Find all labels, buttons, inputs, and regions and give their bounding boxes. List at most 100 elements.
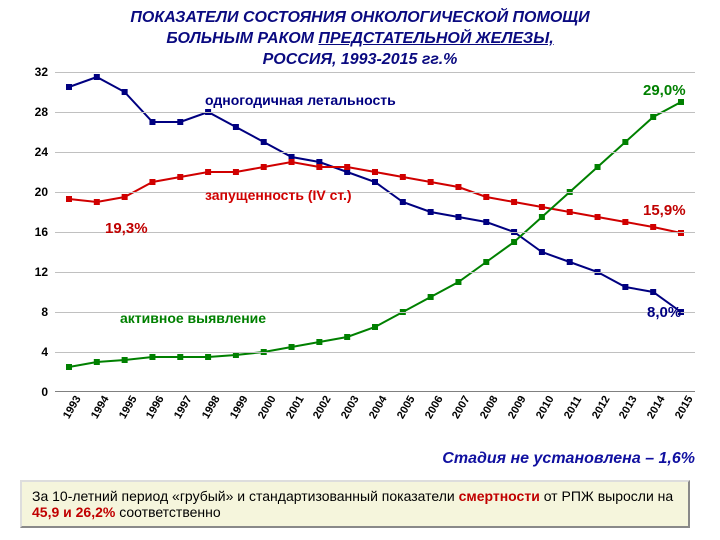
series-marker <box>66 196 72 202</box>
series-marker <box>678 230 684 236</box>
grid-line <box>55 112 695 113</box>
title-line3: РОССИЯ, 1993-2015 гг.% <box>263 51 458 68</box>
series-marker <box>233 124 239 130</box>
title-line2a: БОЛЬНЫМ РАКОМ <box>166 30 318 47</box>
y-tick-label: 12 <box>35 265 48 279</box>
y-tick-label: 24 <box>35 145 48 159</box>
footer-text-b: от РПЖ выросли на <box>540 488 673 504</box>
title-line1: ПОКАЗАТЕЛИ СОСТОЯНИЯ ОНКОЛОГИЧЕСКОЙ ПОМО… <box>130 9 589 26</box>
y-tick-label: 28 <box>35 105 48 119</box>
legend-mortality_1yr: одногодичная летальность <box>205 92 396 108</box>
series-marker <box>400 199 406 205</box>
y-tick-label: 16 <box>35 225 48 239</box>
series-marker <box>261 139 267 145</box>
x-tick-label: 1998 <box>200 394 223 421</box>
grid-line <box>55 352 695 353</box>
series-marker <box>483 219 489 225</box>
series-marker <box>511 199 517 205</box>
x-tick-label: 2013 <box>617 394 640 421</box>
series-marker <box>400 174 406 180</box>
series-marker <box>511 239 517 245</box>
series-marker <box>261 164 267 170</box>
series-marker <box>177 174 183 180</box>
y-axis: 048121620242832 <box>20 72 50 392</box>
series-marker <box>678 99 684 105</box>
series-marker <box>455 214 461 220</box>
series-marker <box>622 284 628 290</box>
series-marker <box>66 84 72 90</box>
series-marker <box>289 344 295 350</box>
x-baseline <box>55 391 695 392</box>
x-tick-label: 1994 <box>89 394 112 421</box>
x-tick-label: 2001 <box>284 394 307 421</box>
series-marker <box>455 184 461 190</box>
series-marker <box>233 169 239 175</box>
series-marker <box>205 169 211 175</box>
series-marker <box>622 219 628 225</box>
series-marker <box>428 209 434 215</box>
series-marker <box>344 164 350 170</box>
legend-advanced_stage4: запущенность (IV ст.) <box>205 187 352 203</box>
series-marker <box>567 209 573 215</box>
x-tick-label: 1993 <box>61 394 84 421</box>
series-marker <box>316 164 322 170</box>
x-tick-label: 2011 <box>562 395 584 422</box>
series-marker <box>149 179 155 185</box>
x-tick-label: 2008 <box>478 394 501 421</box>
grid-line <box>55 152 695 153</box>
series-marker <box>177 354 183 360</box>
x-tick-label: 2006 <box>423 394 446 421</box>
plot-area: одногодичная летальность запущенность (IV… <box>55 72 695 392</box>
line-chart: 048121620242832 одногодичная летальность… <box>20 72 700 422</box>
series-marker <box>122 357 128 363</box>
x-tick-label: 2010 <box>534 394 557 421</box>
grid-line <box>55 232 695 233</box>
x-tick-label: 2000 <box>256 394 279 421</box>
grid-line <box>55 192 695 193</box>
y-tick-label: 32 <box>35 65 48 79</box>
series-marker <box>316 339 322 345</box>
series-marker <box>650 224 656 230</box>
x-tick-label: 2012 <box>590 394 613 421</box>
x-tick-label: 2003 <box>339 394 362 421</box>
series-marker <box>149 119 155 125</box>
footer-text-a: За 10-летний период «грубый» и стандарти… <box>32 488 459 504</box>
series-marker <box>428 294 434 300</box>
callout-right_8_0: 8,0% <box>647 304 681 321</box>
series-marker <box>66 364 72 370</box>
series-marker <box>650 114 656 120</box>
series-marker <box>595 164 601 170</box>
footer-note: За 10-летний период «грубый» и стандарти… <box>20 480 690 528</box>
x-tick-label: 1997 <box>172 394 195 421</box>
stage-not-set-note: Стадия не установлена – 1,6% <box>442 450 695 468</box>
x-tick-label: 2005 <box>395 394 418 421</box>
y-tick-label: 20 <box>35 185 48 199</box>
x-tick-label: 2004 <box>367 394 390 421</box>
series-marker <box>122 89 128 95</box>
series-marker <box>205 354 211 360</box>
title-line2b: ПРЕДСТАТЕЛЬНОЙ ЖЕЛЕЗЫ, <box>318 30 553 47</box>
grid-line <box>55 72 695 73</box>
y-tick-label: 4 <box>41 345 48 359</box>
footer-text-c: соответственно <box>115 504 220 520</box>
x-axis: 1993199419951996199719981999200020012002… <box>55 397 695 427</box>
series-marker <box>344 334 350 340</box>
series-marker <box>483 259 489 265</box>
x-tick-label: 1996 <box>144 394 167 421</box>
series-marker <box>539 214 545 220</box>
x-tick-label: 2002 <box>311 394 334 421</box>
legend-active_detection: активное выявление <box>120 310 266 326</box>
y-tick-label: 0 <box>41 385 48 399</box>
series-marker <box>94 199 100 205</box>
series-marker <box>372 179 378 185</box>
callout-left_19_3: 19,3% <box>105 220 148 237</box>
callout-right_29_0: 29,0% <box>643 82 686 99</box>
series-marker <box>455 279 461 285</box>
chart-title: ПОКАЗАТЕЛИ СОСТОЯНИЯ ОНКОЛОГИЧЕСКОЙ ПОМО… <box>0 0 720 72</box>
callout-right_15_9: 15,9% <box>643 202 686 219</box>
series-marker <box>177 119 183 125</box>
series-marker <box>289 159 295 165</box>
series-marker <box>94 359 100 365</box>
x-tick-label: 2014 <box>645 394 668 421</box>
series-marker <box>567 259 573 265</box>
